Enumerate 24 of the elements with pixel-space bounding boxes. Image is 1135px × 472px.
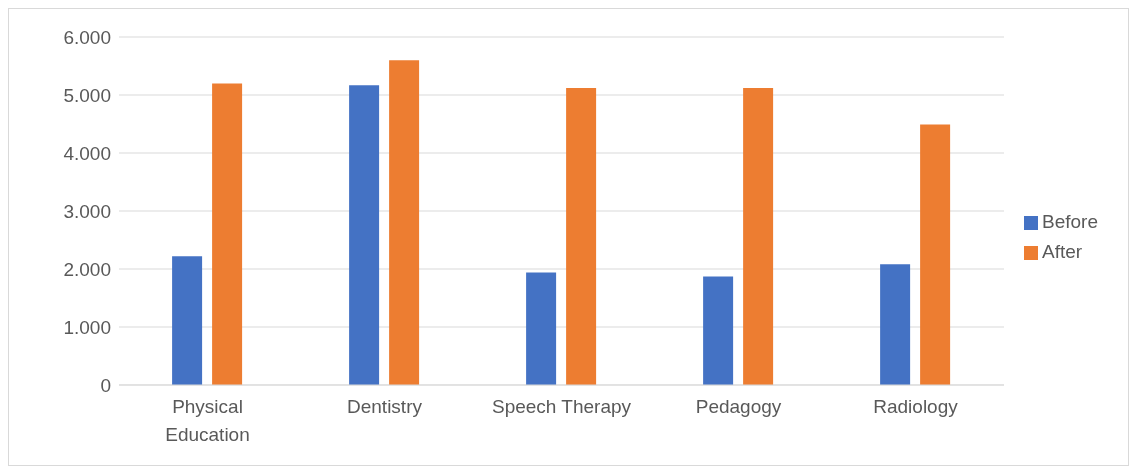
x-tick-label: Dentistry xyxy=(347,396,423,417)
y-tick-label: 4.000 xyxy=(63,142,111,164)
y-tick-label: 6.000 xyxy=(63,26,111,48)
bar xyxy=(349,85,380,385)
bar xyxy=(920,124,951,385)
bar xyxy=(389,60,420,385)
y-tick-label: 1.000 xyxy=(63,316,111,338)
y-tick-label: 2.000 xyxy=(63,258,111,280)
bar xyxy=(880,264,911,385)
bar xyxy=(743,88,774,385)
x-tick-label: Physical Education xyxy=(165,396,250,445)
legend-label: After xyxy=(1042,241,1083,262)
y-tick-label: 0 xyxy=(100,374,111,396)
bar xyxy=(172,256,203,385)
x-tick-label: Pedagogy xyxy=(695,396,782,417)
x-tick-label: Radiology xyxy=(873,396,959,417)
y-tick-label: 5.000 xyxy=(63,84,111,106)
x-tick-label: Speech Therapy xyxy=(491,396,632,417)
y-tick-label: 3.000 xyxy=(63,200,111,222)
bar xyxy=(526,272,557,385)
bar xyxy=(566,88,597,385)
bar xyxy=(212,83,243,385)
legend-label: Before xyxy=(1042,211,1098,232)
bar xyxy=(703,276,734,385)
